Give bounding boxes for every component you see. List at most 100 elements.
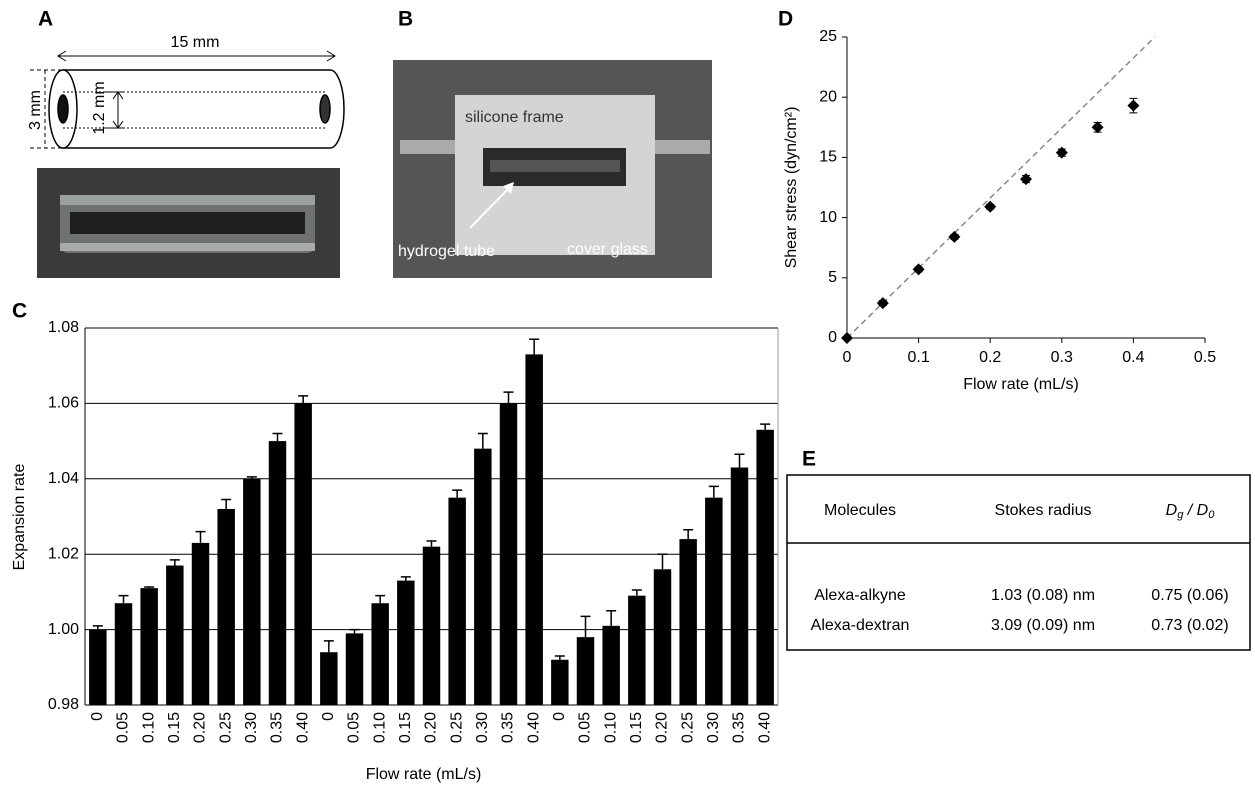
x-tick-label: 0.05 <box>346 712 363 743</box>
bar <box>166 565 184 705</box>
error-bar <box>631 589 642 596</box>
photo-label: cover glass <box>567 241 648 258</box>
bar <box>628 595 646 705</box>
x-tick-label: 0.25 <box>217 712 234 743</box>
panel-label: C <box>12 300 27 323</box>
marker <box>876 297 889 310</box>
x-tick-label: 0.40 <box>756 712 773 743</box>
dimension-label: 1.2 mm <box>91 81 108 134</box>
x-tick-label: 0.40 <box>294 712 311 743</box>
x-tick-label: 0.35 <box>269 712 286 743</box>
error-bar <box>323 640 334 653</box>
bar <box>320 652 338 705</box>
error-bar <box>246 476 257 479</box>
reference-line <box>846 36 1156 339</box>
marker <box>1055 146 1068 159</box>
error-bar <box>452 489 463 498</box>
table-header: Stokes radius <box>995 502 1092 519</box>
y-tick-label: 0.98 <box>48 696 79 713</box>
tube-photo <box>37 168 340 278</box>
error-bar <box>657 553 668 570</box>
error-bar <box>272 432 283 442</box>
error-bar <box>477 432 488 449</box>
x-tick-label: 0 <box>551 712 568 721</box>
x-tick-label: 0 <box>320 712 337 721</box>
y-axis-label: Expansion rate <box>11 464 28 571</box>
x-tick-label: 0.30 <box>243 712 260 743</box>
dimension-label: 15 mm <box>171 34 220 51</box>
bar <box>499 403 518 705</box>
error-bar <box>221 498 232 509</box>
error-bar <box>195 530 206 543</box>
x-tick-label: 0.25 <box>448 712 465 743</box>
error-bar <box>144 586 155 589</box>
table <box>786 474 1251 651</box>
bar <box>602 625 620 705</box>
bar <box>730 467 749 705</box>
error-bar <box>760 423 771 430</box>
error-bar <box>708 485 719 498</box>
bar <box>448 497 466 705</box>
x-tick-label: 0.10 <box>371 712 388 743</box>
bar <box>756 429 774 705</box>
bar <box>294 403 312 705</box>
y-axis-label: Shear stress (dyn/cm²) <box>783 107 800 269</box>
marker <box>912 263 925 276</box>
marker <box>984 200 997 213</box>
table-header: Dg / D0 <box>1166 502 1216 521</box>
bar <box>705 497 723 705</box>
photo-label: silicone frame <box>465 109 564 126</box>
x-tick-label: 0.30 <box>705 712 722 743</box>
y-tick-label: 10 <box>819 209 837 226</box>
marker <box>1020 173 1032 186</box>
bar <box>217 508 235 705</box>
panel-label: D <box>778 8 793 31</box>
error-bar <box>375 594 386 604</box>
bar <box>653 569 672 705</box>
error-bar <box>400 576 411 581</box>
x-tick-label: 0.20 <box>654 712 671 743</box>
bar <box>345 633 364 705</box>
y-tick-label: 25 <box>819 28 837 45</box>
x-tick-label: 0.1 <box>907 349 929 366</box>
error-bar <box>503 391 514 404</box>
x-tick-label: 0.35 <box>731 712 748 743</box>
bar <box>191 542 210 705</box>
table-cell: 0.73 (0.02) <box>1151 617 1228 634</box>
x-tick-label: 0.2 <box>979 349 1001 366</box>
x-tick-label: 0.20 <box>423 712 440 743</box>
error-bar <box>92 625 103 630</box>
y-tick-label: 0 <box>828 329 837 346</box>
x-tick-label: 0.25 <box>679 712 696 743</box>
error-bar <box>580 615 591 638</box>
error-bar <box>554 655 565 660</box>
photo-label: hydrogel tube <box>398 243 495 260</box>
x-tick-label: 0.05 <box>577 712 594 743</box>
bar <box>576 637 595 705</box>
table-cell: 0.75 (0.06) <box>1151 587 1228 604</box>
x-tick-label: 0.35 <box>500 712 517 743</box>
error-bar <box>606 610 617 626</box>
x-tick-label: 0.3 <box>1051 349 1073 366</box>
bar <box>679 539 697 705</box>
x-tick-label: 0.40 <box>525 712 542 743</box>
marker <box>1091 121 1104 134</box>
x-tick-label: 0.15 <box>166 712 183 743</box>
tube-diagram <box>30 50 345 149</box>
bar <box>422 546 441 705</box>
table-cell: 3.09 (0.09) nm <box>991 617 1095 634</box>
x-tick-label: 0.5 <box>1194 349 1216 366</box>
bar <box>89 629 107 705</box>
error-bar <box>298 395 309 404</box>
dimension-label: 3 mm <box>27 90 44 130</box>
x-tick-label: 0.4 <box>1122 349 1144 366</box>
bar <box>114 603 133 705</box>
y-tick-label: 20 <box>819 88 837 105</box>
bar <box>474 448 492 705</box>
x-tick-label: 0 <box>843 349 852 366</box>
error-bar <box>529 338 540 355</box>
bar <box>140 588 158 705</box>
error-bar <box>349 628 360 634</box>
bar <box>397 580 415 705</box>
